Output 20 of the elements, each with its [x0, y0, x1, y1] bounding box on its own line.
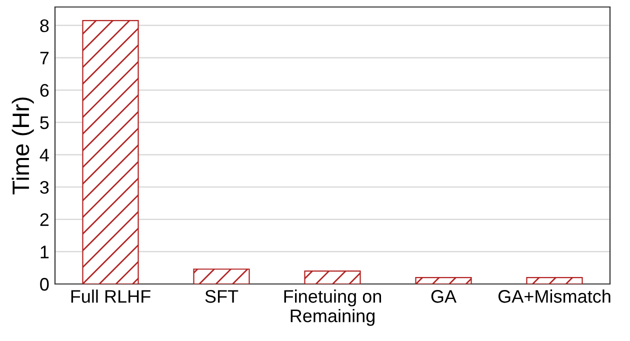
y-tick-label: 6	[40, 84, 49, 97]
x-tick-label: GA+Mismatch	[498, 290, 610, 303]
bar	[193, 268, 250, 284]
y-tick-label: 2	[40, 213, 49, 226]
x-tick-label: SFT	[205, 290, 238, 303]
y-tick-label: 8	[40, 19, 49, 32]
bar	[82, 20, 139, 284]
x-tick-label: GA	[431, 290, 457, 303]
bar	[526, 276, 583, 284]
y-tick-label: 5	[40, 116, 49, 130]
x-tick-label: Finetuing on Remaining	[284, 290, 382, 326]
y-tick-label: 1	[40, 246, 49, 258]
y-tick-label: 0	[40, 278, 49, 291]
y-axis-title: Time (Hr)	[12, 98, 34, 194]
y-tick-label: 7	[40, 52, 49, 64]
x-tick-label: Full RLHF	[71, 290, 150, 303]
bar	[415, 276, 472, 284]
y-tick-label: 3	[40, 180, 49, 194]
bar	[304, 270, 361, 284]
y-tick-label: 4	[40, 148, 49, 162]
